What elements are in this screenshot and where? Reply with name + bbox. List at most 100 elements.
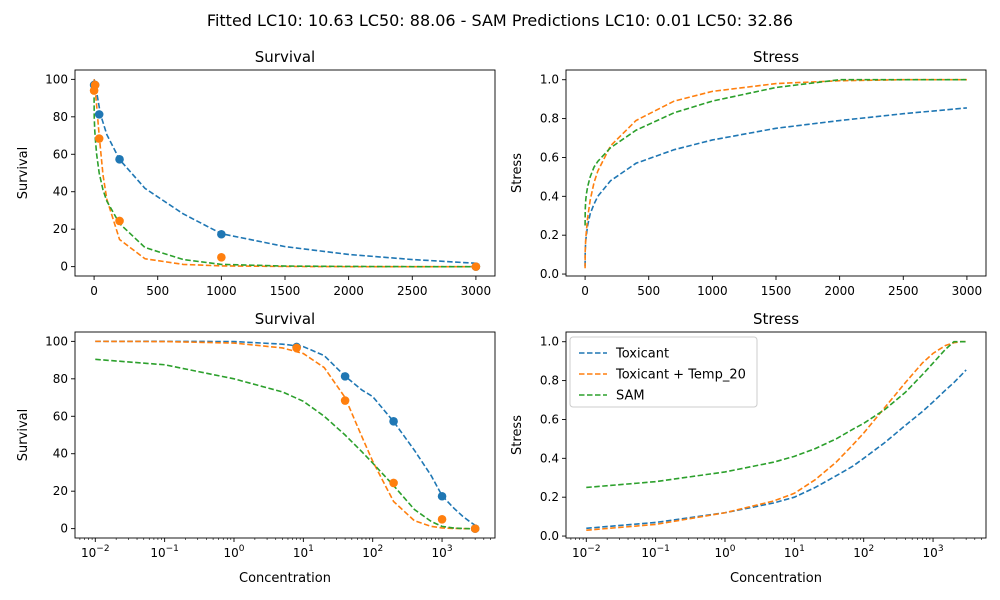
series-line-toxicant <box>586 369 967 530</box>
y-tick-label: 20 <box>53 222 68 236</box>
series-line-toxicant <box>95 340 476 526</box>
y-tick-label: 0.0 <box>540 529 559 543</box>
y-tick-label: 80 <box>53 372 68 386</box>
data-point-temp <box>115 216 124 226</box>
x-axis-label: Concentration <box>730 571 822 586</box>
legend-label: SAM <box>616 389 645 404</box>
series-line-sam <box>584 78 967 226</box>
y-tick-label: 0.4 <box>540 189 559 203</box>
y-tick-label: 100 <box>45 334 68 348</box>
axes-frame <box>565 69 987 277</box>
x-tick-label: 100 <box>223 544 244 560</box>
plot-area <box>95 340 480 533</box>
series-line-temp <box>95 340 476 530</box>
axes-frame <box>74 69 496 277</box>
plot-area <box>89 78 481 271</box>
x-tick-label: 101 <box>784 544 805 560</box>
y-tick-label: 1.0 <box>540 73 559 87</box>
x-tick-label: 2500 <box>397 284 428 298</box>
x-tick-label: 2000 <box>824 284 855 298</box>
subplot-title: Survival <box>255 48 315 66</box>
y-tick-label: 0.0 <box>540 267 559 281</box>
data-point-temp <box>389 478 398 488</box>
y-tick-label: 100 <box>45 72 68 86</box>
data-point-toxicant <box>437 491 447 501</box>
plot-area <box>584 78 967 269</box>
y-axis-label: Stress <box>510 415 525 455</box>
series-line-toxicant <box>93 78 476 265</box>
data-point-temp <box>217 252 226 262</box>
y-tick-label: 60 <box>53 147 68 161</box>
series-line-sam <box>93 97 476 268</box>
series-line-sam <box>586 340 967 489</box>
data-point-temp <box>292 343 301 353</box>
x-tick-label: 103 <box>923 544 944 560</box>
data-point-temp <box>94 134 104 143</box>
subplot-title: Stress <box>753 310 799 328</box>
x-tick-label: 101 <box>293 544 314 560</box>
plot-area <box>586 340 967 532</box>
y-tick-label: 60 <box>53 409 68 423</box>
axes-frame <box>565 331 987 539</box>
figure-title: Fitted LC10: 10.63 LC50: 88.06 - SAM Pre… <box>207 11 793 30</box>
legend-label: Toxicant + Temp_20 <box>615 368 746 383</box>
y-tick-label: 0 <box>60 522 68 536</box>
series-line-temp <box>584 78 967 269</box>
legend-box <box>569 336 758 408</box>
y-tick-label: 0.6 <box>540 412 559 426</box>
x-tick-label: 2500 <box>888 284 919 298</box>
y-tick-label: 0.8 <box>540 374 559 388</box>
y-tick-label: 20 <box>53 484 68 498</box>
x-axis-label: Concentration <box>239 571 331 586</box>
series-line-temp <box>93 79 476 268</box>
x-tick-label: 500 <box>637 284 660 298</box>
series-line-toxicant <box>584 107 967 267</box>
x-tick-label: 3000 <box>952 284 983 298</box>
legend: Toxicant Toxicant + Temp_20 SAM <box>569 336 758 408</box>
y-tick-label: 1.0 <box>540 335 559 349</box>
x-tick-label: 1500 <box>270 284 301 298</box>
subplot-4: 10−2 10−1 100 101 102 103 0.0 0.2 0.4 0.6 0.8 1.0 St… <box>510 310 987 586</box>
x-tick-label: 102 <box>362 544 383 560</box>
x-tick-label: 3000 <box>461 284 492 298</box>
data-point-toxicant <box>340 372 350 381</box>
y-tick-label: 0.8 <box>540 112 559 126</box>
y-tick-label: 80 <box>53 110 68 124</box>
x-tick-label: 10−2 <box>81 544 110 560</box>
data-point-toxicant <box>94 110 104 119</box>
x-tick-label: 10−1 <box>641 544 670 560</box>
x-tick-label: 2000 <box>333 284 364 298</box>
x-tick-label: 1500 <box>761 284 792 298</box>
subplot-1: 0 500 1000 1500 2000 2500 3000 0 20 40 60 80 100 Surv… <box>16 48 496 298</box>
y-tick-label: 0.6 <box>540 150 559 164</box>
x-tick-label: 1000 <box>206 284 237 298</box>
data-point-toxicant <box>217 229 226 239</box>
series-line-sam <box>95 358 476 530</box>
y-tick-label: 0.2 <box>540 490 559 504</box>
subplot-2: 0 500 1000 1500 2000 2500 3000 0.0 0.2 0.4 0.6 0.8 1… <box>510 48 987 298</box>
y-tick-label: 0.2 <box>540 228 559 242</box>
data-point-temp <box>90 80 100 90</box>
subplot-title: Stress <box>753 48 799 66</box>
y-axis-label: Stress <box>510 153 525 193</box>
x-tick-label: 102 <box>853 544 874 560</box>
subplot-title: Survival <box>255 310 315 328</box>
y-axis-label: Survival <box>16 409 31 461</box>
data-point-temp <box>340 396 350 405</box>
series-line-temp <box>586 340 967 532</box>
x-tick-label: 1000 <box>697 284 728 298</box>
y-tick-label: 40 <box>53 447 68 461</box>
subplot-3: 10−2 10−1 100 101 102 103 0 20 40 60 80 100 Survival… <box>16 310 496 586</box>
data-point-toxicant <box>115 155 124 164</box>
x-tick-label: 10−2 <box>572 544 601 560</box>
x-tick-label: 0 <box>581 284 589 298</box>
x-tick-label: 500 <box>146 284 169 298</box>
data-point-temp <box>471 262 481 271</box>
x-tick-label: 100 <box>714 544 735 560</box>
axes-frame <box>74 331 496 539</box>
y-axis-label: Survival <box>16 147 31 199</box>
x-tick-label: 103 <box>432 544 453 560</box>
data-point-temp <box>437 514 447 524</box>
